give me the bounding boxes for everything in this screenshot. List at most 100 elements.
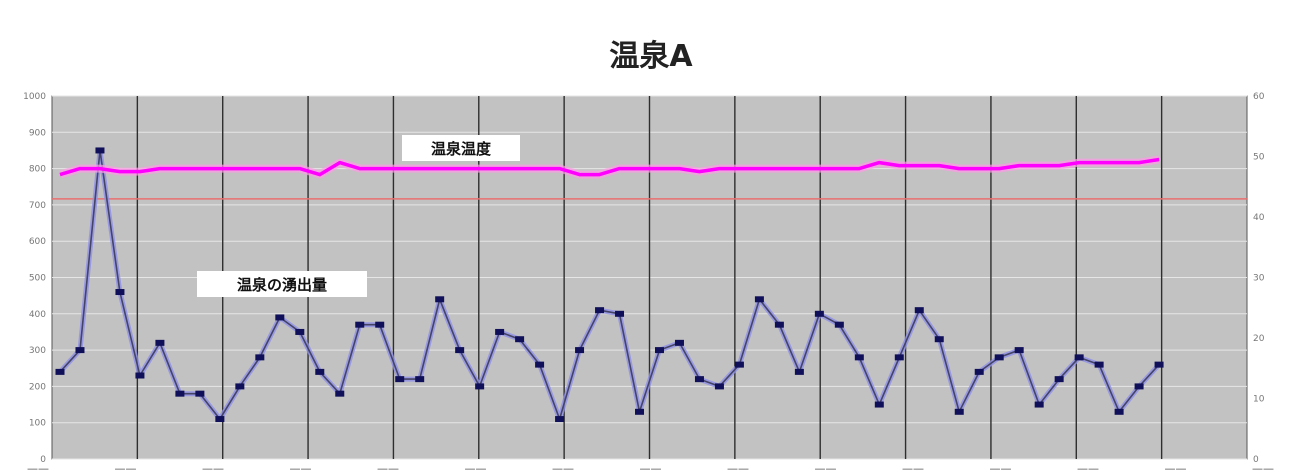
x-tick: —— [815, 462, 837, 475]
annotation-flow: 温泉の湧出量 [197, 271, 367, 297]
data-point-flow [1074, 354, 1084, 361]
data-point-flow [475, 383, 485, 390]
y-right-tick: 20 [1253, 334, 1265, 344]
data-point-flow [595, 307, 605, 314]
y-right-tick: 40 [1253, 213, 1265, 223]
data-point-flow [974, 368, 984, 375]
data-point-flow [674, 339, 684, 346]
axis-ticks: 0 100 200 300 400 500 600 700 800 900 1000 0 10 20 30 4… [23, 92, 1274, 475]
data-point-flow [535, 361, 545, 368]
chart-title: 温泉A [609, 39, 693, 74]
y-left-tick: 1000 [23, 92, 46, 102]
x-tick: —— [1252, 462, 1274, 475]
y-left-tick: 100 [29, 419, 46, 429]
x-tick: —— [902, 462, 924, 475]
data-point-flow [335, 390, 345, 397]
y-left-tick: 800 [29, 165, 46, 175]
annotation-temperature: 温泉温度 [402, 135, 520, 161]
x-tick: —— [115, 462, 137, 475]
data-point-flow [934, 336, 944, 343]
x-tick: —— [1077, 462, 1099, 475]
data-point-flow [734, 361, 744, 368]
data-point-flow [235, 383, 245, 390]
x-tick: —— [640, 462, 662, 475]
data-point-flow [615, 310, 625, 317]
y-left-tick: 0 [40, 455, 46, 465]
x-tick: —— [1165, 462, 1187, 475]
data-point-flow [874, 401, 884, 408]
data-point-flow [754, 296, 764, 303]
data-point-flow [794, 368, 804, 375]
data-point-flow [455, 347, 465, 354]
data-point-flow [415, 376, 425, 383]
data-point-flow [1154, 361, 1164, 368]
y-left-tick: 300 [29, 346, 46, 356]
x-tick: —— [27, 462, 49, 475]
data-point-flow [994, 354, 1004, 361]
data-point-flow [435, 296, 445, 303]
x-tick: —— [465, 462, 487, 475]
data-point-flow [854, 354, 864, 361]
data-point-flow [275, 314, 285, 321]
data-point-flow [215, 416, 225, 423]
x-tick: —— [290, 462, 312, 475]
data-point-flow [814, 310, 824, 317]
data-point-flow [555, 416, 565, 423]
data-point-flow [495, 328, 505, 335]
data-point-flow [1094, 361, 1104, 368]
y-left-tick: 600 [29, 237, 46, 247]
y-left-tick: 700 [29, 201, 46, 211]
data-point-flow [654, 347, 664, 354]
data-point-flow [135, 372, 145, 379]
y-right-tick: 60 [1253, 92, 1265, 102]
data-point-flow [914, 307, 924, 314]
data-point-flow [195, 390, 205, 397]
data-point-flow [635, 408, 645, 415]
y-left-tick: 200 [29, 382, 46, 392]
y-right-tick: 10 [1253, 395, 1265, 405]
data-point-flow [295, 328, 305, 335]
data-point-flow [95, 147, 105, 154]
data-point-flow [395, 376, 405, 383]
x-tick: —— [727, 462, 749, 475]
y-right-tick: 0 [1253, 455, 1259, 465]
x-tick: —— [377, 462, 399, 475]
series-temperature-line [59, 157, 1160, 177]
data-point-flow [1054, 376, 1064, 383]
y-left-tick: 900 [29, 128, 46, 138]
data-point-flow [894, 354, 904, 361]
x-tick: —— [202, 462, 224, 475]
data-point-flow [834, 321, 844, 328]
data-point-flow [575, 347, 585, 354]
y-right-tick: 30 [1253, 274, 1265, 284]
x-tick: —— [552, 462, 574, 475]
data-point-flow [375, 321, 385, 328]
data-point-flow [515, 336, 525, 343]
annotation-temperature-label: 温泉温度 [431, 140, 492, 158]
y-left-tick: 500 [29, 274, 46, 284]
data-point-flow [115, 289, 125, 296]
x-tick: —— [990, 462, 1012, 475]
data-point-flow [1014, 347, 1024, 354]
data-point-flow [954, 408, 964, 415]
data-point-flow [255, 354, 265, 361]
data-point-flow [315, 368, 325, 375]
series [55, 147, 1164, 423]
y-left-tick: 400 [29, 310, 46, 320]
annotation-flow-label: 温泉の湧出量 [237, 276, 327, 294]
data-point-flow [55, 368, 65, 375]
data-point-flow [1034, 401, 1044, 408]
data-point-flow [1114, 408, 1124, 415]
series-flow-line [59, 149, 1160, 420]
data-point-flow [75, 347, 85, 354]
data-point-flow [1134, 383, 1144, 390]
data-point-flow [355, 321, 365, 328]
data-point-flow [694, 376, 704, 383]
data-point-flow [714, 383, 724, 390]
data-point-flow [774, 321, 784, 328]
data-point-flow [175, 390, 185, 397]
data-point-flow [155, 339, 165, 346]
y-right-tick: 50 [1253, 153, 1265, 163]
